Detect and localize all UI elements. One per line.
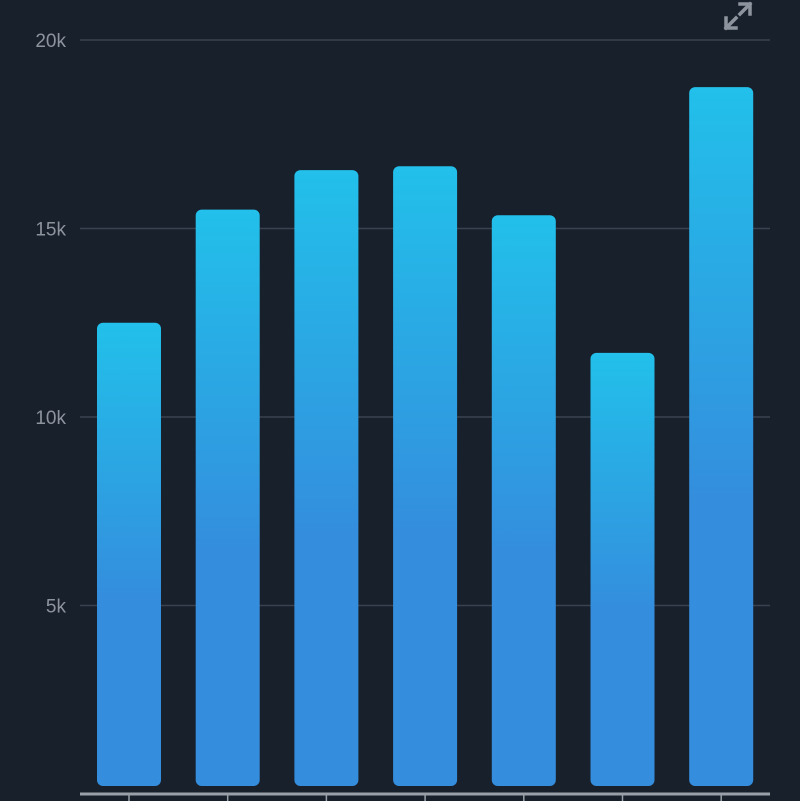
bar[interactable]: [393, 166, 458, 787]
bar[interactable]: [590, 352, 655, 786]
expand-arrows-icon: [723, 1, 753, 31]
expand-button[interactable]: [720, 0, 756, 34]
x-axis: [80, 792, 770, 801]
bar[interactable]: [294, 170, 359, 786]
bar[interactable]: [491, 215, 556, 786]
bars: [97, 87, 754, 787]
y-tick-label: 10k: [35, 408, 66, 429]
y-tick-label: 15k: [35, 220, 66, 241]
y-axis-tick-labels: 5k 10k 15k 20k: [35, 31, 66, 618]
bar[interactable]: [195, 209, 260, 786]
y-tick-label: 20k: [35, 31, 66, 52]
bar[interactable]: [97, 322, 161, 786]
bar[interactable]: [689, 87, 754, 786]
y-tick-label: 5k: [46, 597, 67, 618]
